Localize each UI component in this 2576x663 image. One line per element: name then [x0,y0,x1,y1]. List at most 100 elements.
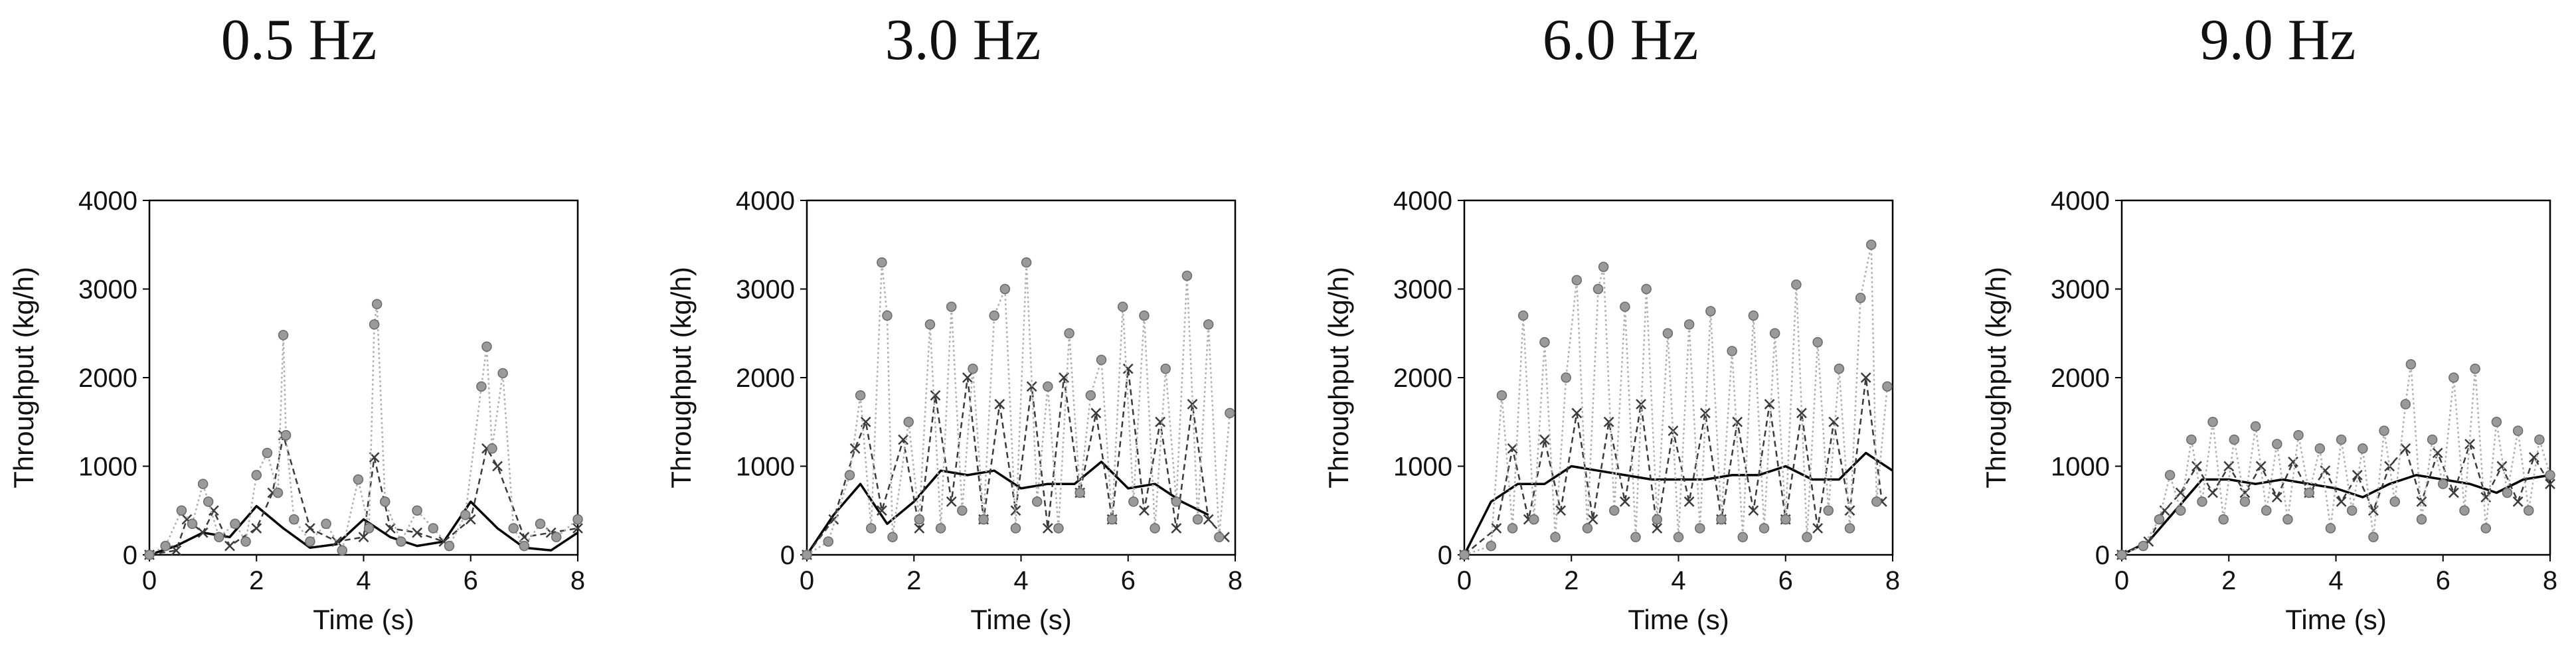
series-line [806,261,1231,556]
data-point [481,341,492,352]
data-point-x [2271,492,2282,503]
data-point-x [2400,443,2411,454]
data-point [2438,479,2448,489]
plot-frame [2120,199,2551,556]
data-point [1496,390,1507,401]
data-point [957,505,968,516]
series-window [144,429,583,560]
data-point [337,545,347,556]
data-point-x [1539,434,1550,445]
data-point [1561,372,1571,383]
data-point-x [1844,505,1855,516]
data-point [1106,514,1118,525]
data-point [160,540,171,552]
data-point [371,299,383,309]
x-axis-label: Time (s) [313,604,414,635]
data-point [1673,532,1684,543]
data-point [2282,514,2293,525]
series-instantaneous [1459,240,1893,560]
data-point-x [304,523,315,534]
series-average [806,461,1209,555]
data-point [2502,487,2513,498]
data-point-x [1203,514,1214,525]
x-tick-label: 4 [2328,566,2343,595]
data-point [1529,514,1539,525]
data-point [1517,310,1529,321]
series-instantaneous [144,299,583,560]
data-point-x [492,461,503,472]
data-point [2448,372,2459,383]
series-window [2116,439,2555,560]
y-tick-label: 3000 [736,275,795,305]
data-point [1823,505,1834,516]
data-point [551,532,562,543]
data-point-x [197,527,209,538]
data-point [1225,407,1235,419]
data-point [2304,487,2314,498]
data-point [535,518,546,530]
x-axis-label: Time (s) [970,604,1071,635]
y-tick-label: 1000 [78,453,137,482]
series-line [2121,474,2551,556]
y-axis-label: Throughput (kg/h) [1980,267,2012,488]
y-tick-label: 1000 [1393,453,1452,482]
data-point-x [412,527,423,538]
data-point [844,470,855,480]
data-point [251,470,262,480]
data-point [1705,306,1716,317]
y-tick-label: 1000 [2051,453,2110,482]
series-line [1464,244,1889,556]
data-point-x [946,496,957,507]
data-point [572,514,583,525]
x-tick-label: 4 [356,566,371,595]
data-point-x [1042,523,1053,534]
data-point-x [898,434,909,445]
data-point-x [2416,496,2427,507]
data-point [1683,319,1695,330]
data-point-x [1491,523,1502,534]
data-point [823,536,833,547]
data-point [1780,514,1791,525]
data-point [1539,336,1550,348]
data-point [2336,434,2347,445]
data-point [2480,523,2491,534]
panel-title-3: 9.0 Hz [2199,8,2356,72]
data-point-x [1619,496,1630,507]
x-tick-label: 0 [800,566,814,595]
data-point [176,505,187,516]
data-point-x [2448,487,2459,498]
data-point [1855,293,1866,303]
data-point-x [251,523,262,534]
series-line [2121,443,2551,556]
data-point [321,518,331,530]
x-tick-label: 0 [2114,566,2129,595]
data-point [1074,487,1085,498]
y-tick-label: 4000 [1393,186,1452,216]
data-point [882,310,893,321]
data-point [2229,434,2240,445]
data-point [1171,496,1182,507]
data-point [1812,336,1823,348]
data-point [802,550,812,560]
data-point [460,510,471,520]
data-point-x [2239,487,2251,498]
data-point [2379,425,2389,436]
data-point-x [1828,416,1840,427]
data-point [1150,523,1160,534]
data-point [369,319,380,330]
y-tick-label: 4000 [78,186,137,216]
panel-title-0: 0.5 Hz [220,8,377,72]
data-point [855,390,866,401]
data-point-x [224,540,235,552]
y-tick-label: 4000 [736,186,795,216]
series-average [2121,474,2551,556]
data-point [914,514,925,525]
data-point [2218,514,2229,525]
data-point [2491,417,2502,427]
data-point [1192,514,1203,525]
data-point-x [1812,523,1824,534]
data-point [187,518,198,530]
data-point [230,518,240,530]
data-point [197,479,209,489]
data-point [1582,523,1593,534]
